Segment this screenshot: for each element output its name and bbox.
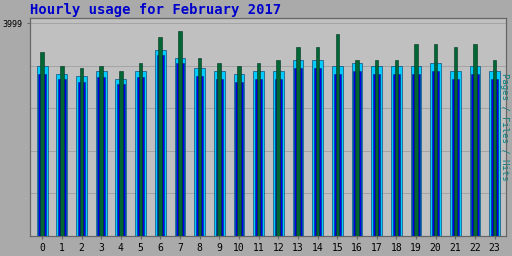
Bar	[454, 47, 457, 236]
Bar	[391, 66, 402, 236]
Bar	[40, 52, 44, 236]
Bar	[155, 50, 166, 236]
Bar	[96, 71, 106, 236]
Bar	[335, 34, 339, 236]
Bar	[253, 71, 264, 236]
Bar	[332, 66, 343, 236]
Bar	[80, 68, 83, 236]
Bar	[255, 79, 262, 236]
Bar	[38, 74, 46, 236]
Bar	[352, 63, 362, 236]
Bar	[178, 31, 182, 236]
Bar	[216, 79, 223, 236]
Bar	[218, 63, 221, 236]
Bar	[60, 66, 63, 236]
Bar	[316, 47, 319, 236]
Bar	[159, 37, 162, 236]
Bar	[135, 71, 146, 236]
Bar	[470, 66, 480, 236]
Bar	[355, 60, 359, 236]
Bar	[37, 66, 48, 236]
Bar	[491, 79, 498, 236]
Bar	[99, 66, 103, 236]
Bar	[119, 71, 123, 236]
Text: Hourly usage for February 2017: Hourly usage for February 2017	[30, 3, 282, 17]
Bar	[274, 79, 282, 236]
Bar	[493, 60, 497, 236]
Y-axis label: Pages / Files / Hits: Pages / Files / Hits	[500, 73, 509, 180]
Bar	[116, 79, 126, 236]
Bar	[137, 77, 144, 236]
Bar	[411, 66, 421, 236]
Bar	[296, 47, 300, 236]
Bar	[58, 79, 66, 236]
Bar	[473, 45, 477, 236]
Bar	[237, 66, 241, 236]
Bar	[175, 58, 185, 236]
Bar	[214, 71, 225, 236]
Bar	[412, 74, 420, 236]
Bar	[139, 63, 142, 236]
Bar	[294, 68, 302, 236]
Bar	[97, 77, 105, 236]
Bar	[312, 60, 323, 236]
Bar	[78, 82, 86, 236]
Bar	[76, 76, 87, 236]
Bar	[375, 60, 378, 236]
Bar	[395, 60, 398, 236]
Bar	[471, 74, 479, 236]
Bar	[452, 79, 459, 236]
Bar	[157, 55, 164, 236]
Bar	[432, 71, 439, 236]
Bar	[314, 68, 322, 236]
Bar	[235, 82, 243, 236]
Bar	[233, 74, 244, 236]
Bar	[430, 63, 441, 236]
Bar	[333, 74, 341, 236]
Bar	[276, 60, 280, 236]
Bar	[273, 71, 284, 236]
Bar	[257, 63, 261, 236]
Bar	[196, 76, 203, 236]
Bar	[489, 71, 500, 236]
Bar	[393, 74, 400, 236]
Bar	[292, 60, 303, 236]
Bar	[414, 45, 418, 236]
Bar	[56, 74, 67, 236]
Bar	[194, 68, 205, 236]
Bar	[198, 58, 201, 236]
Bar	[373, 74, 380, 236]
Bar	[117, 84, 124, 236]
Bar	[434, 45, 437, 236]
Bar	[371, 66, 382, 236]
Bar	[176, 63, 184, 236]
Bar	[353, 71, 360, 236]
Bar	[450, 71, 461, 236]
